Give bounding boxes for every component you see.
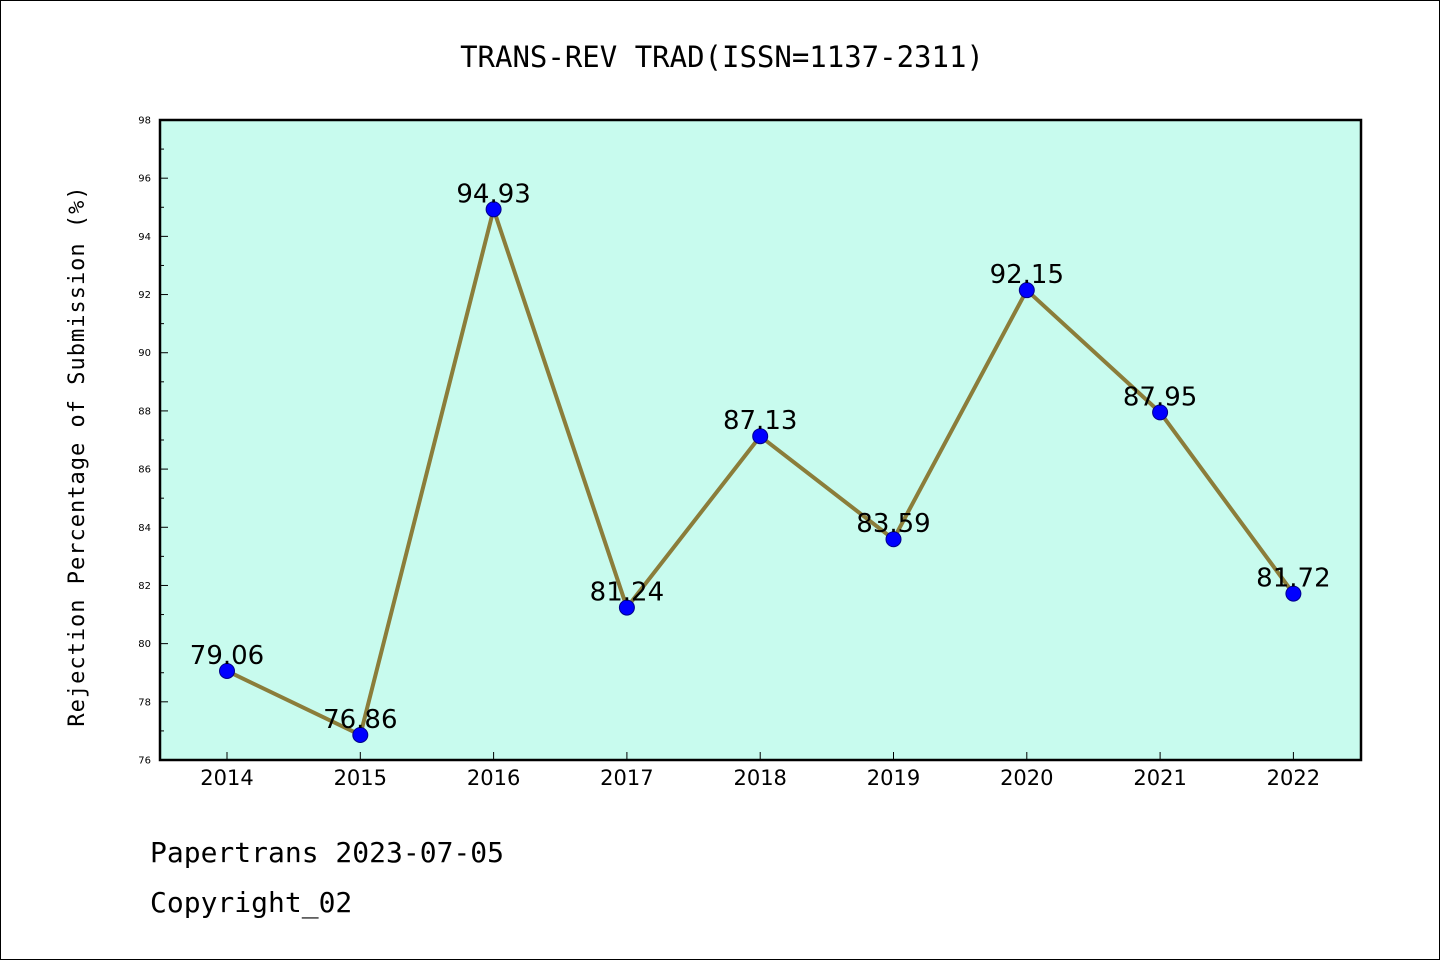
data-point: [1152, 404, 1169, 421]
x-tick-label: 2020: [1000, 766, 1053, 790]
data-label: 79.06: [190, 641, 264, 671]
data-label: 94.93: [456, 179, 530, 209]
footer-copyright: Copyright_02: [150, 886, 353, 919]
chart-title: TRANS-REV TRAD(ISSN=1137-2311): [460, 40, 984, 74]
x-tick-label: 2018: [733, 766, 786, 790]
x-tick-label: 2019: [867, 766, 920, 790]
x-tick-label: 2016: [467, 766, 520, 790]
data-label: 81.72: [1256, 564, 1330, 594]
x-tick-label: 2021: [1133, 766, 1186, 790]
data-point: [1285, 585, 1302, 602]
plot-border: [158, 118, 1363, 762]
data-point: [1018, 282, 1035, 299]
y-tick-label: 78: [138, 697, 151, 708]
data-point: [352, 726, 369, 743]
y-tick-label: 92: [138, 290, 151, 301]
data-label: 81.24: [590, 578, 664, 608]
x-tick-label: 2014: [200, 766, 253, 790]
x-tick-label: 2017: [600, 766, 653, 790]
data-point: [618, 599, 635, 616]
y-tick-label: 98: [138, 116, 151, 127]
x-axis: 2014 2015 2016 2017 2018 2019 2020 2021 2022: [200, 752, 1320, 790]
data-label: 87.95: [1123, 382, 1197, 412]
y-tick-label: 84: [138, 523, 151, 534]
y-axis-label: Rejection Percentage of Submission (%): [65, 185, 90, 726]
x-tick-label: 2015: [334, 766, 387, 790]
y-tick-label: 80: [138, 639, 151, 650]
data-label: 92.15: [990, 260, 1064, 290]
data-label: 76.86: [323, 705, 397, 735]
y-tick-label: 94: [138, 232, 151, 243]
y-tick-label: 86: [138, 465, 151, 476]
data-point: [219, 662, 235, 679]
data-label: 83.59: [856, 509, 930, 539]
data-point: [752, 428, 769, 445]
data-point: [485, 201, 502, 218]
data-point: [885, 531, 902, 548]
data-markers: [219, 201, 1302, 743]
footer-date: Papertrans 2023-07-05: [150, 836, 505, 869]
y-tick-label: 96: [138, 174, 151, 185]
x-tick-label: 2022: [1267, 766, 1320, 790]
y-tick-label: 82: [138, 581, 151, 592]
data-labels: 79.06 76.86 94.93 81.24 87.13 83.59 92.15 87.95…: [190, 179, 1331, 735]
data-label: 87.13: [723, 406, 797, 436]
y-tick-label: 90: [138, 348, 151, 359]
y-tick-label: 76: [138, 756, 151, 767]
y-tick-label: 88: [138, 406, 151, 417]
